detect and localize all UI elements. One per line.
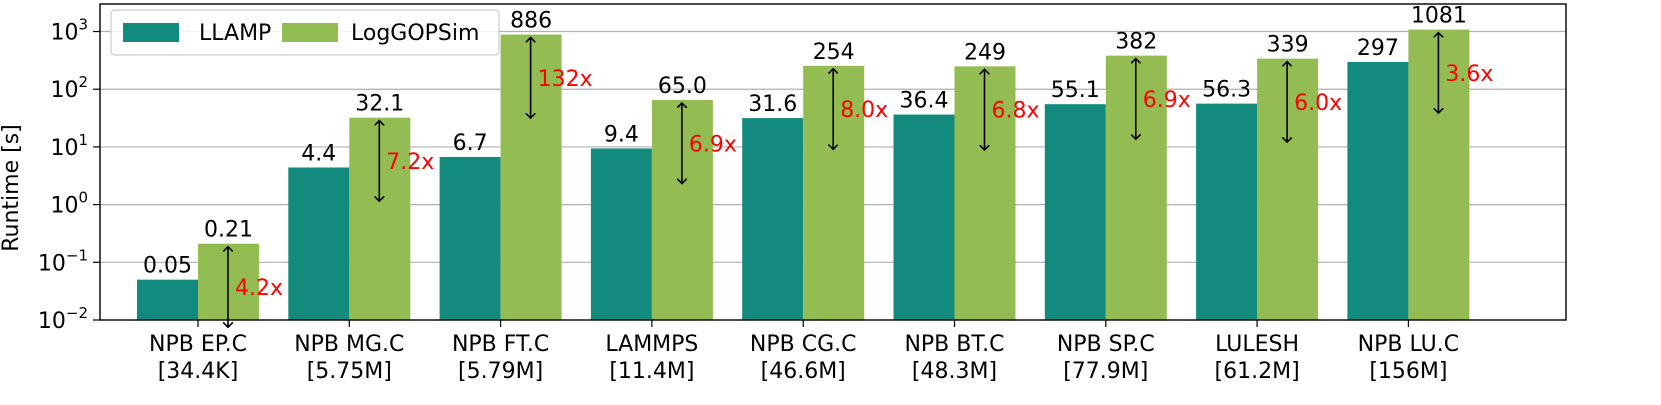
axes: 10−2 10−1 100 101 102 103 NPB EP.C[34.4K] NPB M… xyxy=(38,3,1567,384)
bar-value-label-llamp: 0.05 xyxy=(143,254,192,279)
y-tick-label: 100 xyxy=(50,189,88,219)
speedup-label: 6.9x xyxy=(689,132,737,157)
bar-value-label-loggopsim: 32.1 xyxy=(355,92,404,117)
legend-swatch xyxy=(123,23,179,42)
bar-llamp xyxy=(439,156,501,320)
x-tick-sublabel: [156M] xyxy=(1369,359,1447,384)
x-tick-sublabel: [46.6M] xyxy=(761,359,846,384)
bar-value-label-llamp: 9.4 xyxy=(604,122,639,147)
speedup-label: 6.0x xyxy=(1294,91,1342,116)
bar-value-label-llamp: 6.7 xyxy=(453,131,488,156)
bar-llamp xyxy=(1347,61,1409,321)
x-tick-label: NPB SP.C xyxy=(1057,332,1155,357)
bars xyxy=(137,29,1470,321)
bar-value-label-llamp: 4.4 xyxy=(301,141,336,166)
bar-llamp xyxy=(1044,104,1106,320)
bar-llamp xyxy=(137,279,198,320)
x-tick-label: NPB FT.C xyxy=(452,332,549,357)
x-tick-sublabel: [5.79M] xyxy=(458,359,543,384)
speedup-label: 6.8x xyxy=(992,99,1040,124)
legend-label: LLAMP xyxy=(199,21,271,46)
y-axis-label: Runtime [s] xyxy=(0,124,24,252)
x-tick-label: LAMMPS xyxy=(605,332,698,357)
x-tick-label: NPB EP.C xyxy=(149,332,247,357)
y-tick-label: 102 xyxy=(50,73,88,103)
legend-label: LogGOPSim xyxy=(351,21,479,46)
bar-value-label-loggopsim: 886 xyxy=(510,9,552,34)
bar-value-label-llamp: 55.1 xyxy=(1051,78,1100,103)
bar-value-label-loggopsim: 0.21 xyxy=(204,218,253,243)
bar-value-label-llamp: 36.4 xyxy=(900,89,949,114)
bar-llamp xyxy=(1196,103,1258,320)
x-tick-label: NPB BT.C xyxy=(904,332,1004,357)
bar-value-label-loggopsim: 339 xyxy=(1267,33,1309,58)
bar-value-label-loggopsim: 1081 xyxy=(1411,4,1467,29)
bar-value-label-llamp: 31.6 xyxy=(748,92,797,117)
bar-llamp xyxy=(288,167,350,320)
speedup-label: 132x xyxy=(538,67,593,92)
x-tick-sublabel: [11.4M] xyxy=(609,359,694,384)
x-tick-sublabel: [48.3M] xyxy=(912,359,997,384)
y-tick-label: 101 xyxy=(50,131,88,161)
speedup-label: 7.2x xyxy=(386,150,434,175)
x-tick-label: NPB MG.C xyxy=(294,332,404,357)
bar-value-label-loggopsim: 65.0 xyxy=(658,74,707,99)
x-tick-sublabel: [77.9M] xyxy=(1063,359,1148,384)
speedup-label: 6.9x xyxy=(1143,88,1191,113)
speedup-label: 3.6x xyxy=(1445,62,1493,87)
bar-value-label-llamp: 297 xyxy=(1357,36,1399,61)
legend-swatch xyxy=(282,23,338,42)
bar-llamp xyxy=(893,114,955,321)
x-tick-label: LULESH xyxy=(1215,332,1299,357)
y-tick-label: 10−2 xyxy=(38,304,88,334)
bar-value-label-loggopsim: 382 xyxy=(1115,30,1157,55)
bar-llamp xyxy=(742,118,804,320)
speedup-label: 8.0x xyxy=(840,98,888,123)
x-tick-label: NPB CG.C xyxy=(750,332,857,357)
speedup-label: 4.2x xyxy=(235,276,283,301)
bar-llamp xyxy=(590,148,652,320)
bar-value-label-llamp: 56.3 xyxy=(1202,78,1251,103)
bar-value-label-loggopsim: 254 xyxy=(813,40,855,65)
y-tick-label: 10−1 xyxy=(38,246,88,276)
x-tick-sublabel: [5.75M] xyxy=(307,359,392,384)
y-tick-label: 103 xyxy=(50,16,88,46)
plot-frame xyxy=(99,3,1567,321)
legend: LLAMP LogGOPSim xyxy=(110,9,500,56)
x-tick-sublabel: [34.4K] xyxy=(158,359,239,384)
bar-value-label-loggopsim: 249 xyxy=(964,40,1006,65)
x-tick-sublabel: [61.2M] xyxy=(1215,359,1300,384)
speedup-annotations: 0.05 0.21 4.2x 4.4 32.1 7.2x 6.7 886 132x 9.4 65.0… xyxy=(143,4,1493,328)
x-tick-label: NPB LU.C xyxy=(1358,332,1459,357)
